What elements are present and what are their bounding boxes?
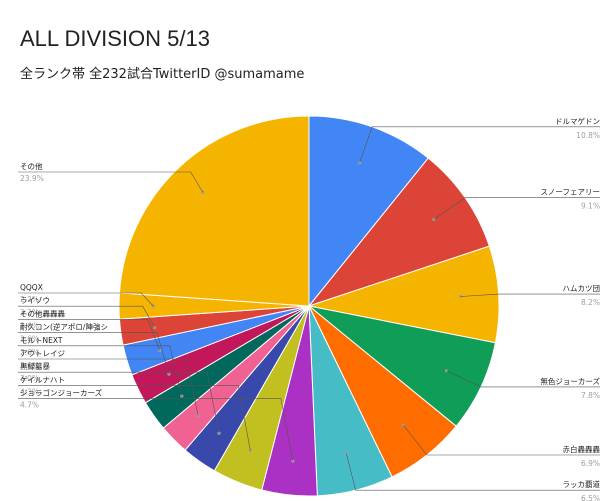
slice-name: 耐久コン(逆アポロ/陣強シ [20, 322, 108, 332]
slice-name: ハムカツ団 [563, 284, 601, 293]
leader-line [18, 332, 170, 375]
leader-line [18, 345, 183, 397]
slice-percent: 23.9% [20, 174, 44, 183]
slice-percent: 2.6% [20, 361, 39, 370]
slice-percent: 2.6% [20, 335, 39, 344]
slice-name: その他轟轟轟 [20, 308, 65, 318]
slice-name: モルトNEXT [20, 336, 63, 345]
leader-line [18, 371, 220, 434]
slice-name: ドルマゲドン [555, 117, 600, 126]
slice-label-2: ハムカツ団 8.2% [459, 284, 600, 307]
slice-name: 黒緑墓暴 [20, 361, 50, 371]
slice-name: ゲイルナハト [20, 375, 65, 384]
slice-name: その他 [20, 161, 43, 171]
slice-percent: 4.3% [20, 387, 39, 396]
slice-name: スノーフェアリー [540, 188, 600, 197]
slice-label-7: ゲイルナハト 4.3% [18, 375, 252, 452]
slice-percent: 2.2% [20, 308, 39, 317]
slice-percent: 6.5% [581, 494, 600, 501]
chart-title: ALL DIVISION 5/13 [20, 26, 210, 51]
slice-percent: 7.8% [581, 391, 600, 400]
slice-name: ライゾウ [20, 296, 50, 305]
slice-label-15: その他 23.9% [18, 161, 205, 194]
slice-percent: 6.9% [581, 459, 600, 468]
leader-line [446, 370, 600, 388]
slice-percent: 8.2% [581, 298, 600, 307]
slice-percent: 2.6% [20, 348, 39, 357]
slice-name: ジョラゴンジョーカーズ [20, 388, 103, 398]
slice-percent: 4.7% [20, 401, 39, 410]
slice-label-14: QQQX 2.2% [18, 283, 155, 308]
slice-label-12: その他轟轟轟 2.6% [18, 308, 162, 352]
leader-line [18, 398, 294, 462]
leader-line [359, 126, 600, 163]
slice-percent: 9.1% [581, 202, 600, 211]
slice-label-1: スノーフェアリー 9.1% [432, 188, 600, 221]
leader-line [460, 293, 600, 297]
slice-label-5: ラッカ覇道 6.5% [344, 451, 601, 501]
slice-name: アウトレイジ [20, 349, 65, 358]
slice-name: 無色ジョーカーズ [540, 376, 600, 386]
leader-line [403, 425, 600, 456]
leader-line [18, 305, 155, 328]
slice-label-4: 赤白轟轟轟 6.9% [401, 423, 601, 468]
chart-subtitle: 全ランク帯 全232試合TwitterID @sumamame [20, 67, 305, 82]
leader-line [346, 453, 600, 491]
pie-slice-15[interactable] [118, 115, 310, 307]
leader-line [18, 358, 199, 416]
slice-name: ラッカ覇道 [563, 479, 601, 489]
slice-percent: 2.2% [20, 295, 39, 304]
slice-percent: 2.6% [20, 321, 39, 330]
slice-percent: 3.0% [20, 374, 39, 383]
slice-name: 赤白轟轟轟 [563, 444, 601, 454]
leader-line [433, 197, 600, 220]
leader-line [18, 171, 203, 193]
slice-name: QQQX [20, 283, 43, 292]
slice-label-8: 黒緑墓暴 3.0% [18, 361, 221, 435]
leader-line [18, 385, 251, 451]
leader-line [18, 292, 154, 307]
leader-line [18, 319, 160, 351]
slice-label-0: ドルマゲドン 10.8% [358, 117, 600, 165]
slice-label-3: 無色ジョーカーズ 7.8% [444, 369, 600, 400]
slice-percent: 10.8% [576, 131, 600, 140]
slice-label-6: ジョラゴンジョーカーズ 4.7% [18, 388, 295, 463]
